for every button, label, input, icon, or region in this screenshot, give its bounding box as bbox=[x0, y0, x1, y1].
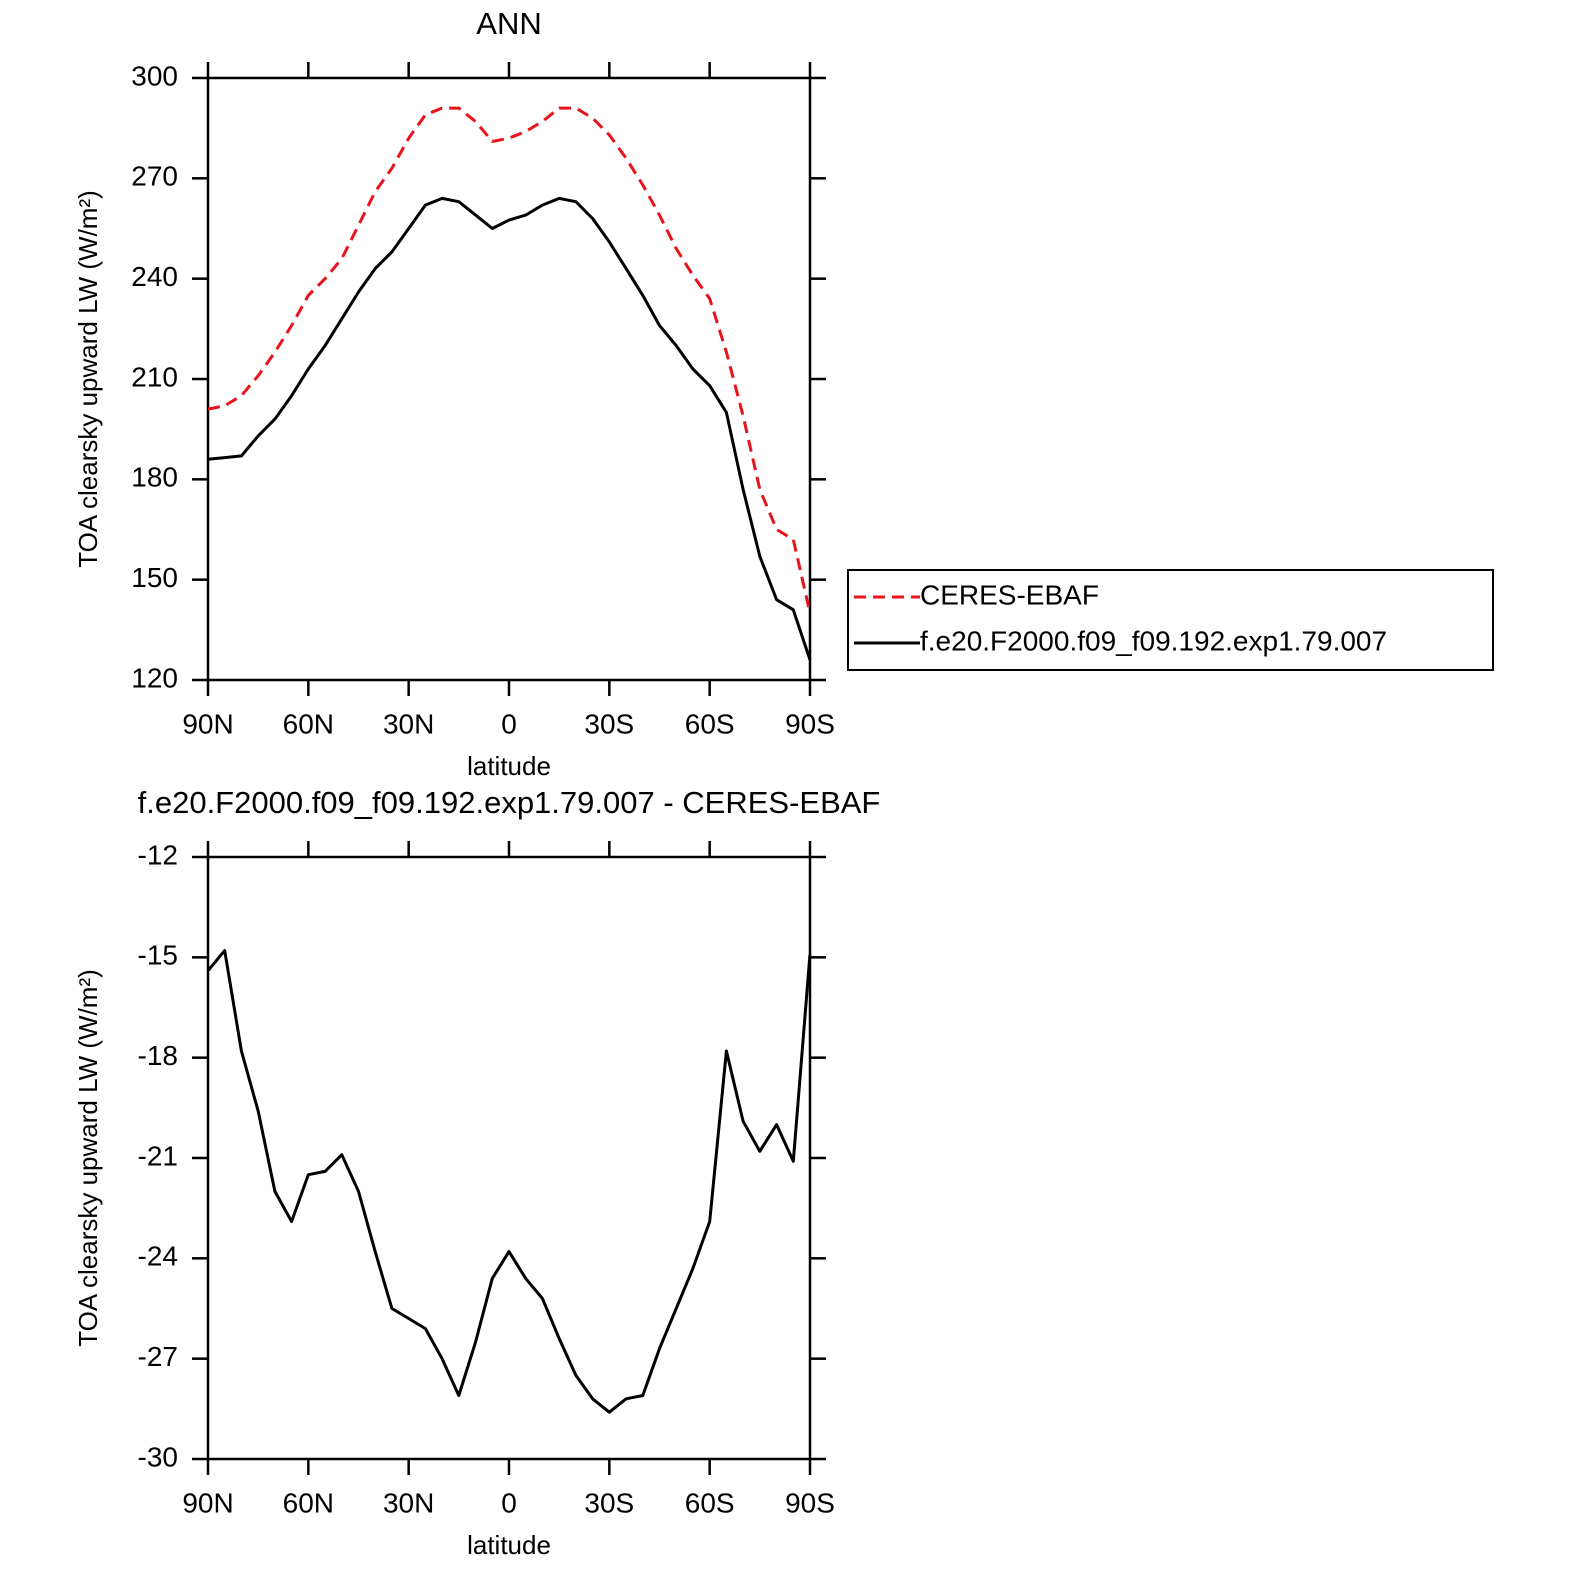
y-tick-label: 270 bbox=[131, 161, 178, 192]
y-tick-label: 240 bbox=[131, 261, 178, 292]
data-line bbox=[206, 949, 812, 1414]
y-tick-label: -15 bbox=[138, 940, 178, 971]
x-tick-label: 0 bbox=[501, 708, 517, 739]
chart-title: f.e20.F2000.f09_f09.192.exp1.79.007 - CE… bbox=[138, 785, 881, 820]
data-line bbox=[207, 196, 812, 661]
plot-frame bbox=[206, 855, 812, 1461]
y-axis-label: TOA clearsky upward LW (W/m²) bbox=[73, 190, 103, 568]
data-line bbox=[207, 106, 812, 614]
x-tick-label: 30S bbox=[584, 1487, 634, 1518]
x-tick-label: 30N bbox=[383, 708, 434, 739]
legend-box bbox=[847, 569, 1494, 671]
x-axis-label: latitude bbox=[467, 751, 551, 781]
legend-label: CERES-EBAF bbox=[920, 579, 1099, 610]
y-tick-label: 210 bbox=[131, 361, 178, 392]
y-tick-label: -21 bbox=[138, 1140, 178, 1171]
y-tick-label: -12 bbox=[138, 839, 178, 870]
legend-label: f.e20.F2000.f09_f09.192.exp1.79.007 bbox=[920, 625, 1387, 656]
y-tick-label: -24 bbox=[138, 1241, 178, 1272]
y-tick-label: 300 bbox=[131, 60, 178, 91]
y-axis-label: TOA clearsky upward LW (W/m²) bbox=[73, 969, 103, 1347]
x-tick-label: 90N bbox=[182, 1487, 233, 1518]
x-tick-label: 60N bbox=[283, 708, 334, 739]
x-tick-label: 30S bbox=[584, 708, 634, 739]
x-tick-label: 60S bbox=[685, 1487, 735, 1518]
chart-title: ANN bbox=[476, 6, 541, 41]
x-tick-label: 0 bbox=[501, 1487, 517, 1518]
y-tick-label: 150 bbox=[131, 562, 178, 593]
y-tick-label: -18 bbox=[138, 1040, 178, 1071]
x-tick-label: 60N bbox=[283, 1487, 334, 1518]
x-tick-label: 60S bbox=[685, 708, 735, 739]
x-tick-label: 30N bbox=[383, 1487, 434, 1518]
plot-frame bbox=[206, 76, 812, 682]
x-tick-label: 90N bbox=[182, 708, 233, 739]
y-tick-label: -27 bbox=[138, 1341, 178, 1372]
y-tick-label: -30 bbox=[138, 1441, 178, 1472]
y-tick-label: 180 bbox=[131, 462, 178, 493]
x-tick-label: 90S bbox=[785, 1487, 835, 1518]
y-tick-label: 120 bbox=[131, 662, 178, 693]
x-axis-label: latitude bbox=[467, 1530, 551, 1560]
x-tick-label: 90S bbox=[785, 708, 835, 739]
